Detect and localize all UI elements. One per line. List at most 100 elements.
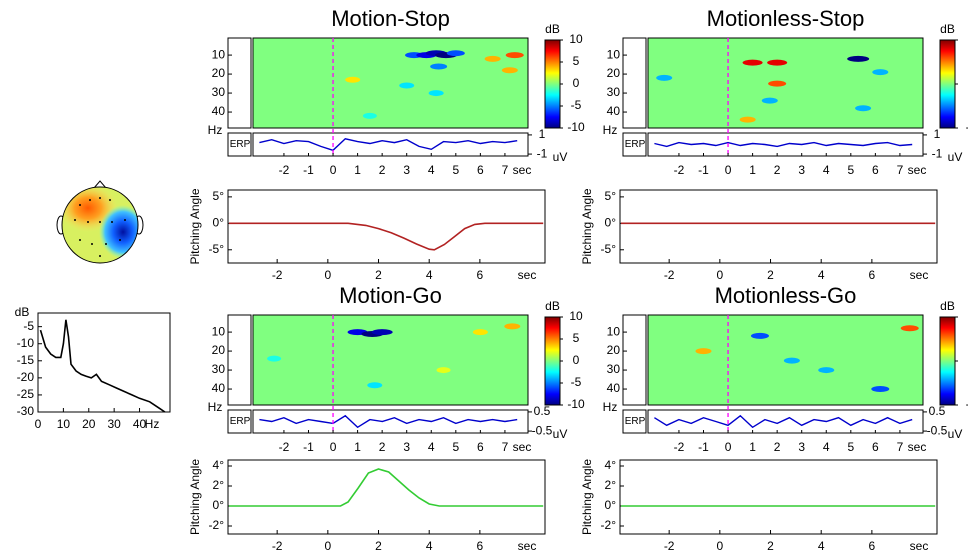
- erp-line: [259, 138, 518, 152]
- ersp-blob: [267, 355, 282, 362]
- y-tick-label: 5°: [605, 189, 617, 203]
- baseline-frame: [227, 314, 252, 406]
- y-tick-label: -10: [17, 336, 35, 350]
- x-axis-label: sec: [513, 163, 532, 177]
- x-tick-label: 6: [477, 440, 484, 454]
- y-axis-label: Pitching Angle: [580, 459, 594, 535]
- x-tick-label: 4: [823, 163, 830, 177]
- x-tick-label: 2: [375, 268, 382, 282]
- ersp-blob: [818, 367, 835, 374]
- panel-title: Motionless-Go: [715, 283, 857, 308]
- x-tick-label: -2: [664, 539, 675, 552]
- x-tick-label: -1: [303, 163, 314, 177]
- y-tick-label: 2°: [605, 478, 617, 492]
- x-tick-label: 7: [502, 440, 509, 454]
- y-tick-label: 0°: [213, 215, 225, 229]
- plot-frame: [227, 189, 546, 264]
- y-axis-label: Pitching Angle: [188, 188, 202, 264]
- erp-tick-label: 0.5: [929, 404, 946, 418]
- ersp-blob: [428, 90, 444, 97]
- colorbar-tick-label: 10: [569, 309, 583, 323]
- plot-frame: [227, 459, 546, 535]
- ersp-blob: [695, 348, 712, 355]
- ersp-image: [252, 314, 529, 406]
- y-tick-label: -2°: [601, 518, 617, 532]
- x-tick-label: 0: [35, 417, 42, 431]
- x-tick-label: 40: [133, 417, 147, 431]
- erp-frame: [252, 132, 529, 157]
- panel-title: Motion-Stop: [331, 6, 450, 31]
- y-tick-label: 40: [212, 104, 226, 118]
- x-tick-label: 7: [502, 163, 509, 177]
- erp-tick-label: -0.5: [532, 423, 553, 437]
- y-tick-label: 2°: [213, 478, 225, 492]
- x-tick-label: -2: [279, 163, 290, 177]
- x-tick-label: -1: [303, 440, 314, 454]
- x-tick-label: 4: [428, 163, 435, 177]
- x-tick-label: 0: [725, 163, 732, 177]
- x-tick-label: 7: [897, 163, 904, 177]
- baseline-frame: [622, 37, 647, 129]
- x-tick-label: -2: [674, 163, 685, 177]
- x-tick-label: 10: [57, 417, 71, 431]
- x-tick-label: 20: [82, 417, 96, 431]
- colorbar-tick-label: 0: [573, 353, 580, 367]
- x-tick-label: 6: [872, 440, 879, 454]
- data-line: [229, 468, 544, 507]
- erp-frame: [647, 409, 924, 434]
- ersp-blob: [472, 329, 488, 336]
- x-tick-label: 4: [818, 268, 825, 282]
- x-axis-label: sec: [518, 268, 537, 282]
- x-tick-label: -1: [698, 440, 709, 454]
- erp-unit: uV: [553, 150, 568, 164]
- ersp-blob: [504, 323, 521, 330]
- x-tick-label: 0: [324, 539, 331, 552]
- erp-label: ERP: [230, 139, 251, 150]
- erp-tick-label: -1: [537, 146, 548, 160]
- ersp-blob: [505, 52, 524, 59]
- erp-frame: [252, 409, 529, 434]
- erp-line: [259, 414, 518, 429]
- y-tick-label: -5: [23, 319, 34, 333]
- ersp-blob: [345, 76, 361, 83]
- x-tick-label: 0: [725, 440, 732, 454]
- y-tick-label: 0°: [213, 498, 225, 512]
- y-tick-label: -15: [17, 353, 35, 367]
- x-tick-label: 1: [354, 163, 361, 177]
- ersp-blob: [871, 386, 890, 393]
- ersp-blob: [742, 59, 763, 66]
- ersp-blob: [900, 325, 919, 332]
- x-tick-label: 4: [426, 539, 433, 552]
- y-tick-label: 20: [607, 66, 621, 80]
- erp-label-frame: [622, 409, 647, 434]
- erp-tick-label: 1: [934, 127, 941, 141]
- plot-frame: [37, 312, 171, 413]
- y-tick-label: 5°: [213, 189, 225, 203]
- ersp-blob: [371, 329, 393, 336]
- colorbar-tick-label: -5: [571, 98, 582, 112]
- y-tick-label: 4°: [213, 458, 225, 472]
- y-tick-label: 20: [212, 343, 226, 357]
- x-tick-label: 6: [477, 539, 484, 552]
- colorbar-label: dB: [940, 299, 955, 313]
- ersp-image: [252, 37, 529, 129]
- y-tick-label: 0°: [605, 215, 617, 229]
- x-tick-label: 1: [749, 440, 756, 454]
- ersp-blob: [750, 332, 769, 339]
- ersp-blob: [501, 67, 518, 74]
- x-tick-label: 6: [869, 268, 876, 282]
- baseline-frame: [622, 314, 647, 406]
- ersp-blob: [656, 74, 673, 81]
- y-tick-label: -25: [17, 387, 35, 401]
- x-tick-label: -1: [698, 163, 709, 177]
- x-tick-label: 6: [872, 163, 879, 177]
- plot-frame: [619, 189, 938, 264]
- x-tick-label: 2: [767, 268, 774, 282]
- ersp-blob: [739, 116, 756, 123]
- x-tick-label: 2: [375, 539, 382, 552]
- x-axis-label: sec: [908, 163, 927, 177]
- erp-unit: uV: [948, 427, 963, 441]
- panel-title: Motion-Go: [339, 283, 442, 308]
- ersp-blob: [783, 357, 800, 364]
